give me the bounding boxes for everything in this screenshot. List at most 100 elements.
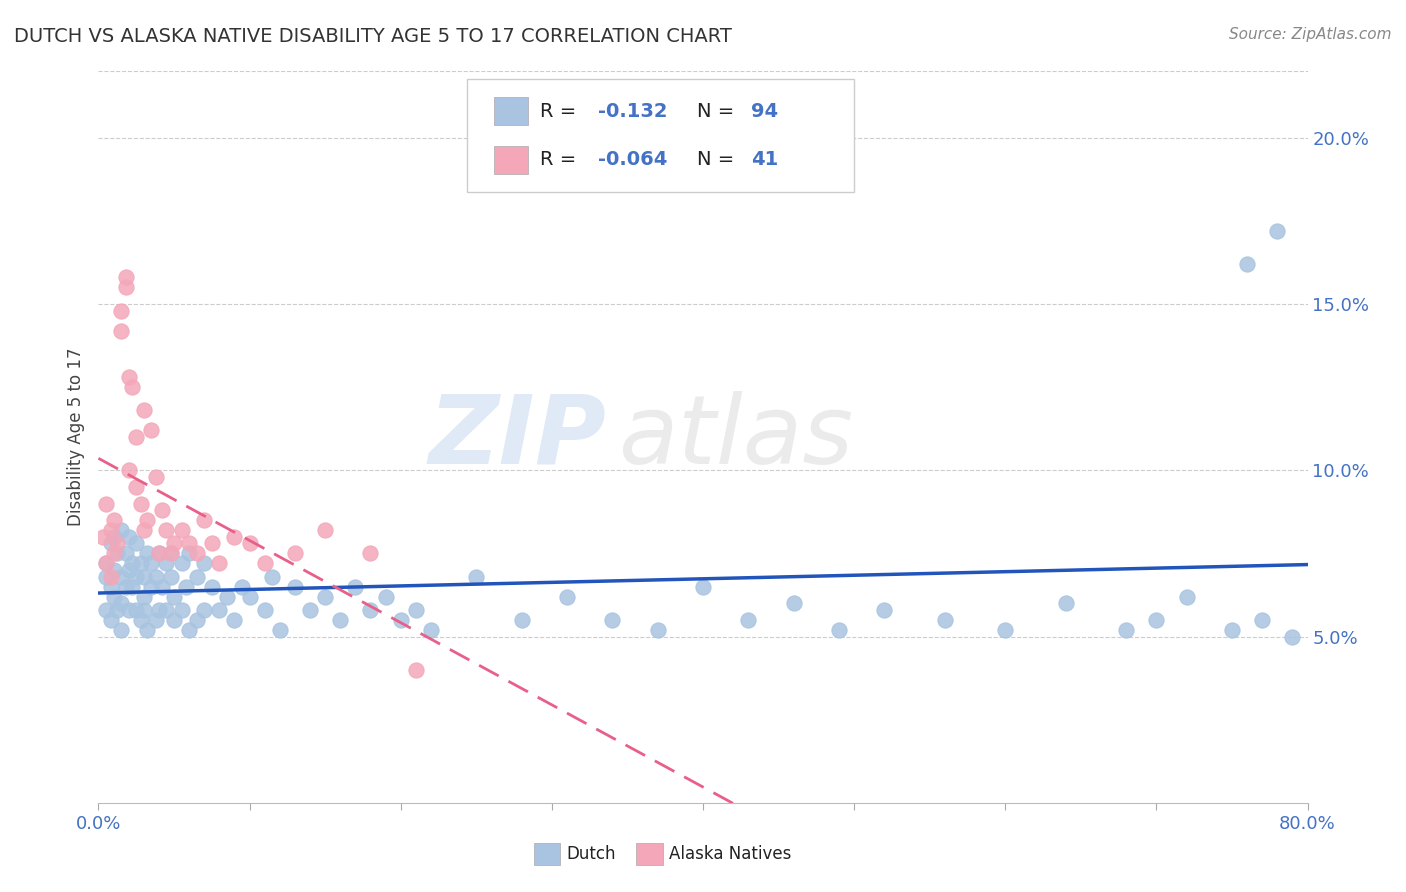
Point [100,523,122,537]
Point [405,603,427,617]
Point [179,623,201,637]
Point [201,580,224,594]
Point [647,623,669,637]
Point [231,580,253,594]
Point [170,557,193,571]
Point [114,270,136,285]
Point [555,590,578,604]
Point [125,570,148,584]
Point [299,603,322,617]
Point [1054,596,1077,610]
Point [179,536,201,550]
Point [360,546,382,560]
Point [174,580,197,594]
Text: Source: ZipAtlas.com: Source: ZipAtlas.com [1229,27,1392,42]
Point [129,557,152,571]
Point [692,580,714,594]
Point [125,603,148,617]
Point [94,557,117,571]
FancyBboxPatch shape [494,146,527,174]
Point [155,523,177,537]
Point [163,590,186,604]
Point [118,603,141,617]
Point [160,570,183,584]
Point [132,603,155,617]
Point [465,570,488,584]
Point [1115,623,1137,637]
Point [148,603,170,617]
Point [129,613,152,627]
Point [121,380,143,394]
Point [103,530,125,544]
Point [121,557,143,571]
Point [344,580,367,594]
FancyBboxPatch shape [534,843,561,865]
Point [141,424,163,438]
Point [737,613,759,627]
Point [510,613,533,627]
Point [1281,630,1303,644]
Point [994,623,1017,637]
Point [239,536,262,550]
Point [103,563,125,577]
Point [163,536,186,550]
Point [141,580,163,594]
Point [135,513,157,527]
Point [1220,623,1243,637]
Point [121,580,143,594]
Point [1144,613,1167,627]
Y-axis label: Disability Age 5 to 17: Disability Age 5 to 17 [66,348,84,526]
Text: -0.064: -0.064 [598,151,668,169]
Point [110,596,132,610]
Point [135,623,157,637]
Point [118,563,141,577]
Point [170,523,193,537]
Point [253,557,276,571]
Point [374,590,396,604]
Point [110,623,132,637]
Point [114,280,136,294]
Point [1236,257,1258,271]
Point [141,557,163,571]
Point [145,613,167,627]
Text: N =: N = [697,102,734,121]
Point [1175,590,1198,604]
Point [405,663,427,677]
Point [389,613,412,627]
Point [110,570,132,584]
Text: Dutch: Dutch [567,845,616,863]
Text: N =: N = [697,151,734,169]
Point [186,613,208,627]
Point [193,557,215,571]
FancyBboxPatch shape [637,843,664,865]
Point [253,603,276,617]
Point [1267,224,1289,238]
Text: ZIP: ZIP [429,391,606,483]
Point [110,324,132,338]
Point [100,613,122,627]
Point [132,590,155,604]
Point [132,523,155,537]
Point [114,580,136,594]
Point [160,546,183,560]
Point [262,570,284,584]
Point [150,580,173,594]
Text: R =: R = [540,102,576,121]
Point [783,596,806,610]
Point [132,403,155,417]
Point [314,590,336,604]
Point [224,530,246,544]
Text: DUTCH VS ALASKA NATIVE DISABILITY AGE 5 TO 17 CORRELATION CHART: DUTCH VS ALASKA NATIVE DISABILITY AGE 5 … [14,27,733,45]
Point [105,603,128,617]
Point [135,546,157,560]
Text: atlas: atlas [619,391,853,483]
Point [314,523,336,537]
Point [118,463,141,477]
FancyBboxPatch shape [467,78,855,192]
Point [148,546,170,560]
Point [193,603,215,617]
Point [193,513,215,527]
Point [132,570,155,584]
Point [105,546,128,560]
Point [105,536,128,550]
